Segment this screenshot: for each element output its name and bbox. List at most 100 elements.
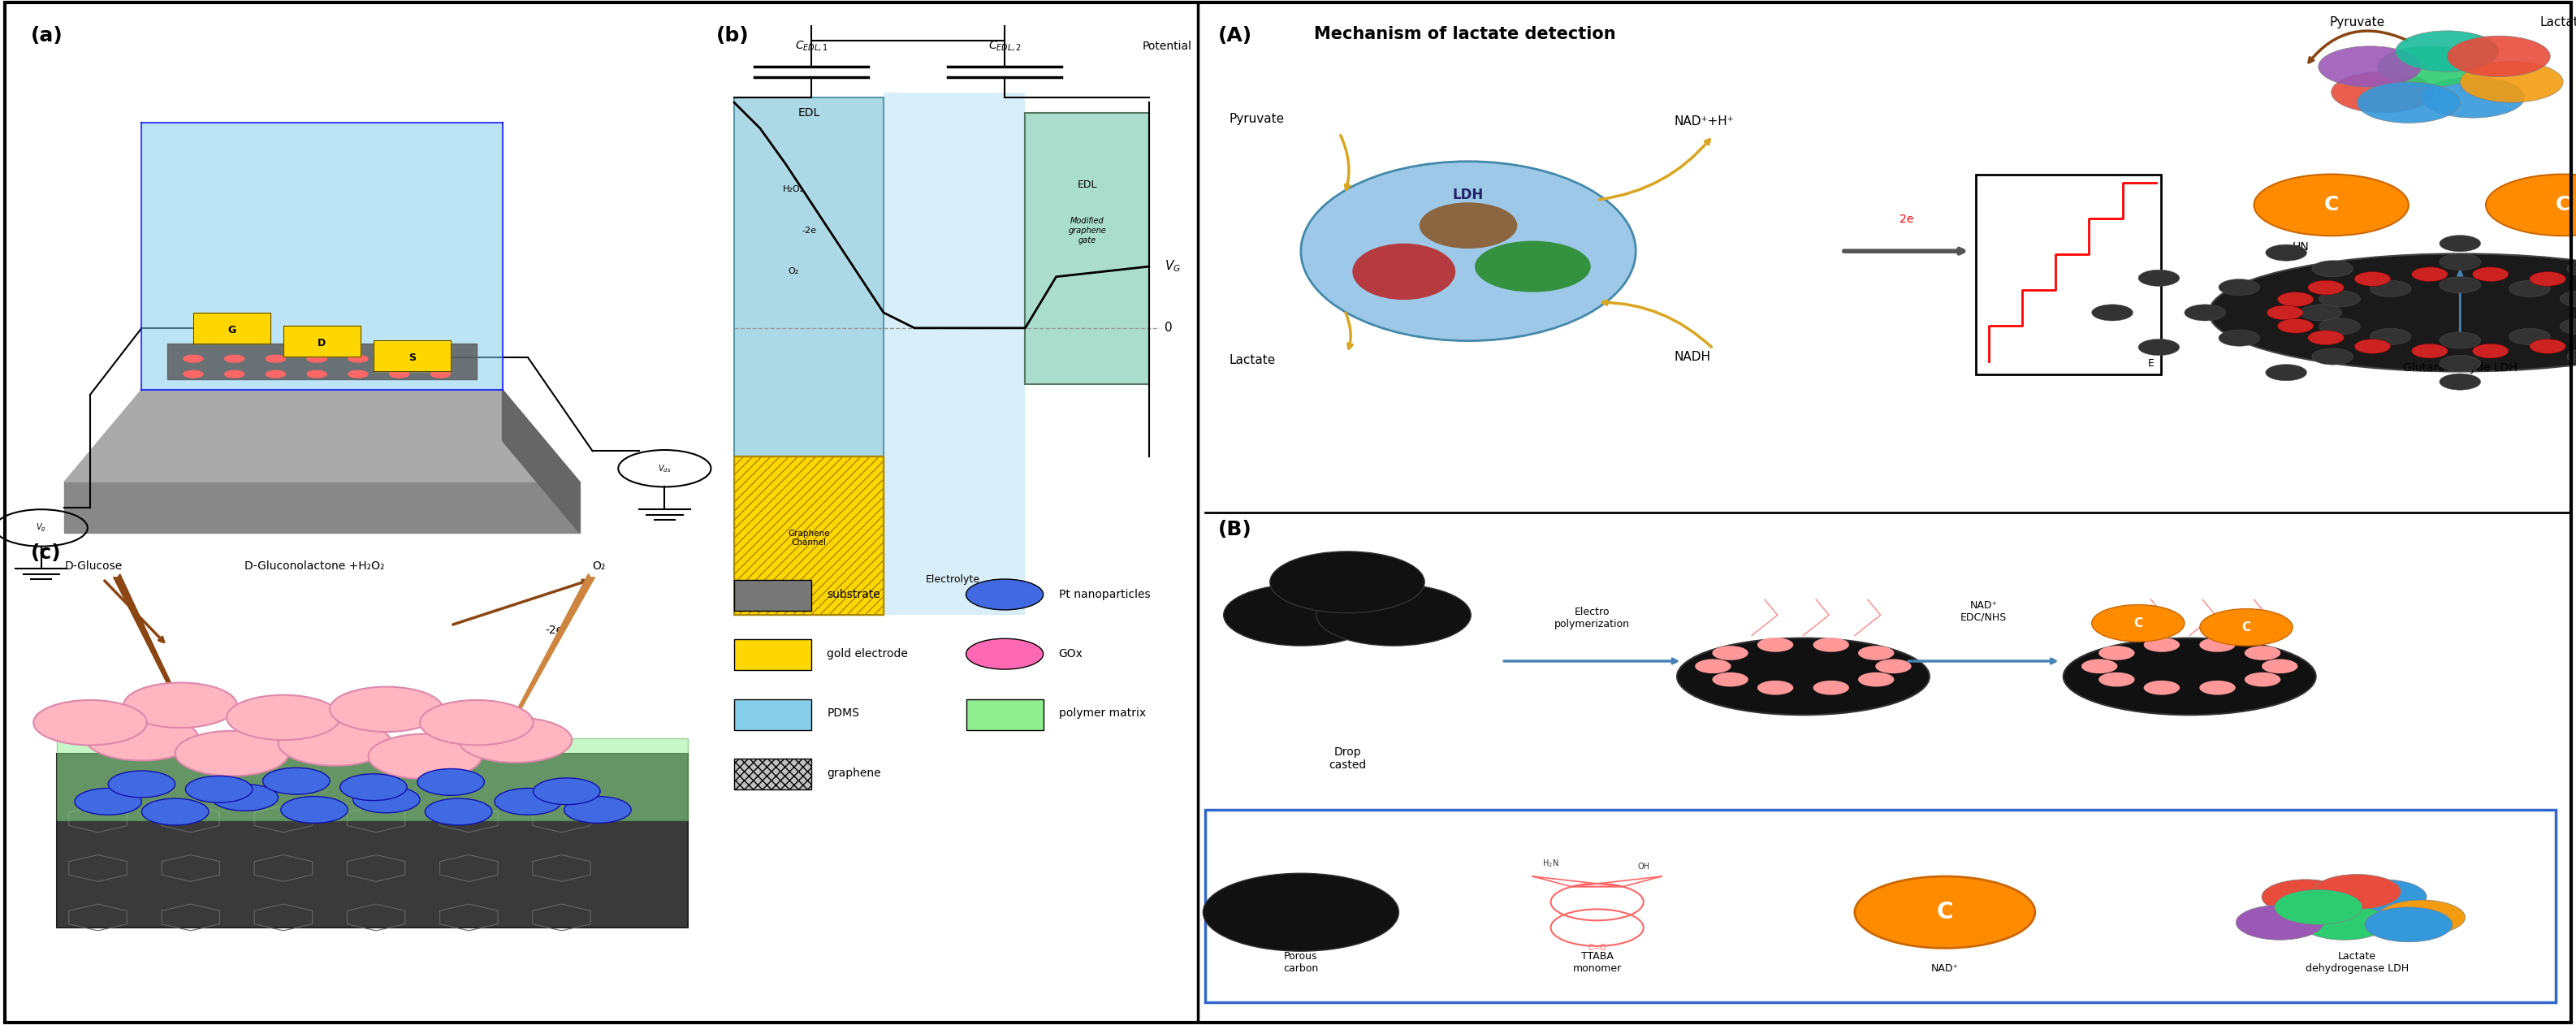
Bar [734,456,884,615]
Circle shape [33,700,147,745]
Circle shape [2267,305,2303,320]
Text: $V_{ds}$: $V_{ds}$ [657,463,672,474]
Circle shape [224,370,245,378]
Circle shape [2313,874,2401,909]
Bar [57,738,688,820]
Circle shape [2244,646,2280,660]
Circle shape [307,355,327,363]
Circle shape [2313,349,2354,365]
Circle shape [389,370,410,378]
Text: gold electrode: gold electrode [827,648,907,660]
Text: D: D [317,338,327,349]
Text: -2e: -2e [546,624,562,637]
Text: NAD⁺: NAD⁺ [1932,964,1958,974]
Circle shape [2200,638,2236,652]
Circle shape [2313,260,2354,277]
Bar [1025,113,1149,384]
Text: Modified
graphene
gate: Modified graphene gate [1069,217,1105,244]
Circle shape [348,370,368,378]
Circle shape [330,687,443,732]
Circle shape [281,796,348,823]
Text: NAD⁺+H⁺: NAD⁺+H⁺ [1674,115,1734,127]
Circle shape [2143,681,2179,695]
Circle shape [2411,343,2447,358]
Circle shape [2277,292,2313,306]
Circle shape [417,769,484,795]
Text: $V_G$: $V_G$ [1164,259,1180,274]
Circle shape [2378,46,2481,87]
Circle shape [2439,253,2481,270]
Polygon shape [64,390,580,482]
Polygon shape [502,390,580,533]
Circle shape [2092,605,2184,642]
Circle shape [495,788,562,815]
Circle shape [2318,46,2421,87]
Circle shape [183,355,204,363]
Text: $V_g$: $V_g$ [36,522,46,534]
Circle shape [2308,281,2344,295]
Bar [734,456,884,615]
Polygon shape [142,123,502,390]
Circle shape [75,788,142,815]
Text: O₂: O₂ [592,560,605,572]
Circle shape [142,798,209,825]
Text: Drop
casted: Drop casted [1329,746,1365,771]
Text: NADH: NADH [1674,351,1710,363]
Text: Mechanism of lactate detection: Mechanism of lactate detection [1314,26,1615,42]
Circle shape [340,774,407,801]
Circle shape [263,768,330,794]
Circle shape [175,731,289,776]
Text: $C_{EDL,2}$: $C_{EDL,2}$ [989,39,1020,53]
Text: TTABA
monomer: TTABA monomer [1574,951,1620,974]
Text: C: C [2133,617,2143,629]
Circle shape [2138,270,2179,286]
Circle shape [353,786,420,813]
Polygon shape [374,340,451,371]
Text: polymer matrix: polymer matrix [1059,707,1146,720]
Text: S: S [410,353,415,363]
Circle shape [966,579,1043,610]
Circle shape [459,718,572,763]
Circle shape [2275,890,2362,925]
Circle shape [2318,318,2360,334]
Circle shape [2473,268,2509,282]
Text: Electrolyte: Electrolyte [925,574,981,584]
Circle shape [2566,349,2576,365]
Text: Potential: Potential [1141,40,1193,52]
Circle shape [430,370,451,378]
Circle shape [533,778,600,805]
Polygon shape [167,343,477,379]
Text: 0: 0 [1164,322,1172,334]
Circle shape [2411,268,2447,282]
Text: G: G [227,325,237,335]
Circle shape [2460,62,2563,103]
Circle shape [2267,245,2308,261]
Circle shape [2262,879,2349,914]
Circle shape [2566,260,2576,277]
Circle shape [389,355,410,363]
Circle shape [211,784,278,811]
Text: H₂O₂: H₂O₂ [783,186,804,194]
Text: (B): (B) [1218,520,1252,539]
Bar [734,758,811,789]
Circle shape [2300,304,2342,321]
Text: E: E [2148,358,2154,368]
Circle shape [265,370,286,378]
Circle shape [2184,304,2226,321]
Circle shape [2318,291,2360,308]
Text: (a): (a) [31,26,64,45]
Circle shape [2486,174,2576,236]
Text: Lactate
dehydrogenase LDH: Lactate dehydrogenase LDH [2306,951,2409,974]
Circle shape [2370,328,2411,344]
Circle shape [2561,318,2576,334]
Circle shape [420,700,533,745]
Circle shape [430,355,451,363]
Circle shape [2236,905,2324,940]
Text: Pyruvate: Pyruvate [1229,113,1283,125]
Circle shape [1270,551,1425,613]
Text: graphene: graphene [827,767,881,779]
Circle shape [1713,672,1749,687]
Circle shape [1814,681,1850,695]
Bar [1976,174,2161,374]
Circle shape [1855,876,2035,948]
